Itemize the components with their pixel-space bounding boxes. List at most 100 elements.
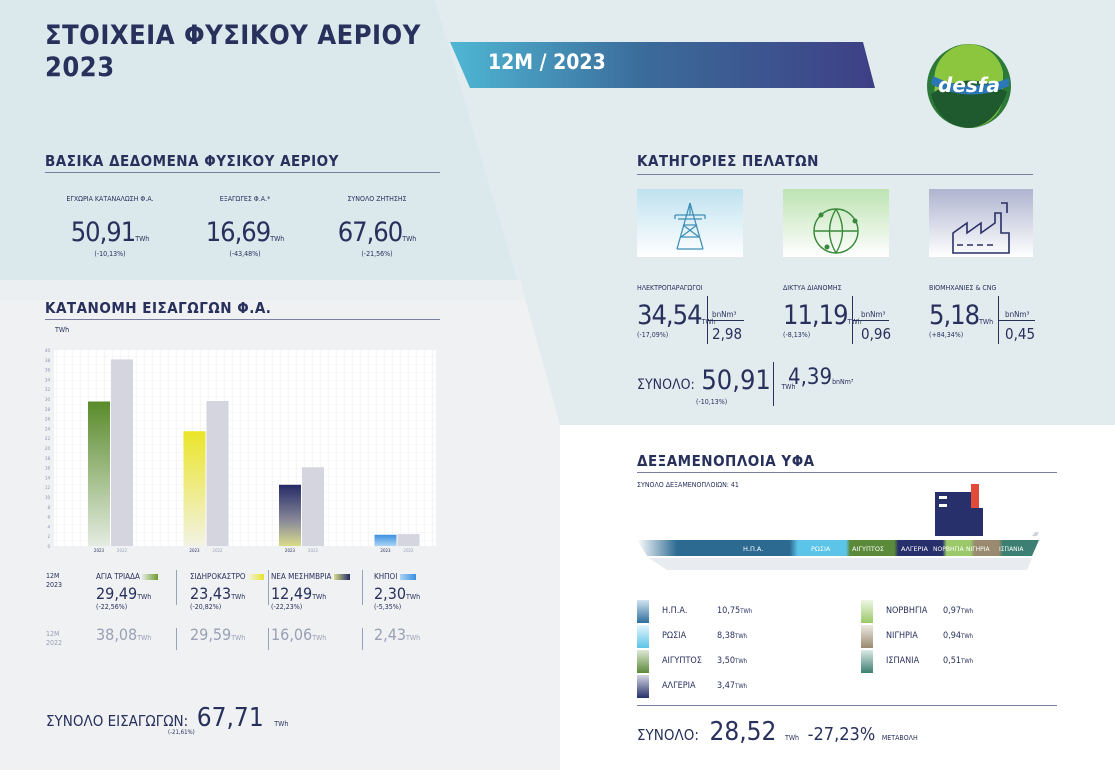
ship-window [939, 496, 947, 499]
y-tick-label: 22 [45, 436, 51, 441]
y-tick-label: 20 [45, 446, 51, 451]
lng-total-value: 28,52 [709, 717, 777, 747]
lng-legend-name: ΙΣΠΑΝΙΑ [886, 656, 920, 666]
y-tick-label: 18 [45, 456, 51, 461]
imports-total: ΣΥΝΟΛΟ ΕΙΣΑΓΩΓΩΝ: 67,71 TWh [46, 703, 288, 733]
period-banner [450, 42, 875, 88]
customer-item-unit: TWh [979, 318, 994, 326]
page-title-line1: ΣΤΟΙΧΕΙΑ ΦΥΣΙΚΟΥ ΑΕΡΙΟΥ [45, 20, 421, 51]
lng-section-title: ΔΕΞΑΜΕΝΟΠΛΟΙΑ ΥΦΑ [637, 452, 815, 470]
lng-legend-right: ΝΟΡΒΗΓΙΑ 0,97TWh ΝΙΓΗΡΙΑ 0,94TWh ΙΣΠΑΝΙΑ… [861, 600, 1021, 675]
basic-item-exports: ΕΞΑΓΩΓΕΣ Φ.Α.* 16,69TWh (-43,48%) [180, 195, 310, 258]
import-point-sidirokastro: ΣΙΔΗΡΟΚΑΣΤΡΟ 23,43TWh (-20,82%) 29,59TWh [190, 572, 275, 644]
import-unit: TWh [406, 593, 421, 601]
ship-superstructure [935, 492, 971, 536]
import-unit: TWh [231, 634, 246, 642]
x-tick-label: 2022 [403, 548, 414, 553]
ship-segment-label: ΡΩΣΙΑ [811, 545, 831, 553]
imports-rule [45, 319, 440, 320]
lng-legend-value-number: 10,75 [717, 606, 741, 616]
lng-legend-value: 10,75TWh [717, 606, 752, 616]
lng-subtitle: ΣΥΝΟΛΟ ΔΕΞΑΜΕΝΟΠΛΟΙΩΝ: 41 [637, 481, 739, 489]
bar-2022-3 [302, 467, 324, 546]
basic-section-title: ΒΑΣΙΚΑ ΔΕΔΟΜΕΝΑ ΦΥΣΙΚΟΥ ΑΕΡΙΟΥ [45, 152, 339, 170]
import-change: (-22,56%) [96, 603, 128, 611]
lng-legend-value-number: 0,51 [943, 656, 962, 666]
customers-total-bnm: 4,39bnNm³ [788, 365, 853, 390]
import-unit: TWh [312, 593, 327, 601]
customer-item-network: ΔΙΚΤΥΑ ΔΙΑΝΟΜΗΣ 11,19TWh (-8,13%) [783, 284, 913, 339]
import-unit: TWh [312, 634, 327, 642]
customers-total-value: 50,91 [701, 365, 771, 396]
desfa-logo: desfa [927, 44, 1011, 128]
x-tick-label: 2022 [212, 548, 223, 553]
lng-legend-item: ΑΛΓΕΡΙΑ 3,47TWh [637, 675, 797, 700]
import-point-name: ΑΓΙΑ ΤΡΙΑΔΑ [96, 572, 140, 581]
customer-item-change: (-17,09%) [637, 331, 669, 339]
legend-swatch-egypt [637, 650, 649, 673]
import-value-2023: 29,49 [96, 584, 138, 603]
lng-legend-value: 0,97TWh [943, 606, 973, 616]
customer-item-bnm-label: bnNm³ [712, 310, 737, 319]
lng-legend-value: 3,47TWh [717, 681, 747, 691]
customer-item-label: ΒΙΟΜΗΧΑΝΙΕΣ & CNG [929, 284, 997, 292]
lng-legend-value: 0,94TWh [943, 631, 973, 641]
import-value-2023: 2,30 [374, 584, 407, 603]
lng-legend-name: ΡΩΣΙΑ [662, 631, 687, 641]
customer-item-value: 5,18 [929, 300, 980, 331]
customer-item-industry: ΒΙΟΜΗΧΑΝΙΕΣ & CNG 5,18TWh (+84,34%) [929, 284, 1059, 339]
network-globe-icon [813, 208, 859, 254]
ship-segment-label: ΝΟΡΒΗΓΙΑ [933, 546, 965, 553]
lng-legend-item: ΡΩΣΙΑ 8,38TWh [637, 625, 797, 650]
y-tick-label: 2 [47, 534, 50, 539]
divider [176, 570, 177, 605]
bar-2023-4 [374, 534, 397, 546]
ship-chimney [971, 484, 979, 508]
lng-legend-unit: TWh [961, 658, 974, 665]
y-tick-label: 8 [47, 505, 50, 510]
lng-legend-item: ΝΟΡΒΗΓΙΑ 0,97TWh [861, 600, 1021, 625]
basic-item-value: 67,60 [337, 217, 404, 248]
import-value-2022: 16,06 [271, 625, 313, 644]
import-unit: TWh [137, 593, 152, 601]
divider [853, 320, 889, 321]
lng-legend-name: ΑΙΓΥΠΤΟΣ [662, 656, 702, 666]
lng-legend-name: ΝΟΡΒΗΓΙΑ [886, 606, 928, 616]
basic-item-change: (-43,48%) [229, 250, 261, 258]
basic-rule [45, 172, 440, 173]
customer-item-bnm-value: 0,96 [861, 325, 892, 343]
lng-total-change-label: ΜΕΤΑΒΟΛΗ [881, 734, 918, 742]
factory-icon [952, 202, 1010, 254]
basic-item-unit: TWh [135, 235, 150, 243]
legend-swatch-kipoi [399, 573, 416, 580]
divider [998, 296, 999, 344]
customer-item-bnm-label: bnNm³ [861, 310, 886, 319]
lng-legend-item: ΙΣΠΑΝΙΑ 0,51TWh [861, 650, 1021, 675]
import-unit: TWh [231, 593, 246, 601]
lng-total-change: -27,23% [807, 724, 876, 745]
lng-legend-item: Η.Π.Α. 10,75TWh [637, 600, 797, 625]
divider [362, 628, 363, 650]
bar-2023-3 [279, 484, 301, 546]
divider [773, 362, 774, 406]
basic-item-total-demand: ΣΥΝΟΛΟ ΖΗΤΗΣΗΣ 67,60TWh (-21,56%) [312, 195, 442, 258]
import-value-2023: 23,43 [190, 584, 232, 603]
legend-swatch-norway [861, 600, 873, 623]
import-value-2023: 12,49 [271, 584, 313, 603]
lng-legend-unit: TWh [961, 633, 974, 640]
divider [707, 296, 708, 344]
import-change: (-5,35%) [374, 603, 402, 611]
legend-swatch-spain [861, 650, 873, 673]
y-tick-label: 14 [45, 475, 51, 480]
basic-item-change: (-10,13%) [94, 250, 126, 258]
customer-item-label: ΔΙΚΤΥΑ ΔΙΑΝΟΜΗΣ [783, 284, 842, 292]
y-tick-label: 28 [45, 407, 51, 412]
legend-swatch-nigeria [861, 625, 873, 648]
power-tower-icon [674, 202, 706, 250]
customer-item-bnm-label: bnNm³ [1005, 310, 1030, 319]
desfa-logo-text: desfa [938, 73, 1000, 97]
import-unit: TWh [137, 634, 152, 642]
basic-item-label: ΕΓΧΩΡΙΑ ΚΑΤΑΝΑΛΩΣΗ Φ.Α. [66, 195, 154, 203]
x-tick-label: 2023 [94, 548, 105, 553]
customers-total-label: ΣΥΝΟΛΟ: [637, 377, 695, 393]
